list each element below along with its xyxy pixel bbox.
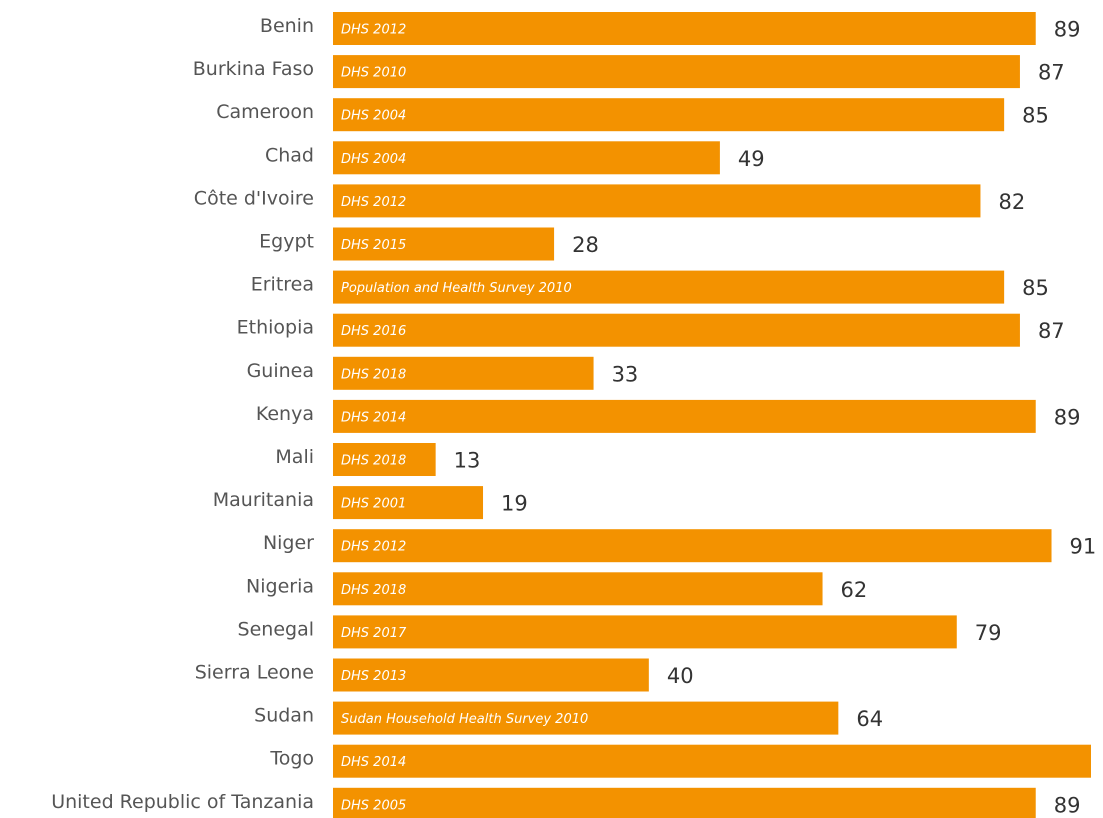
bar-row: Burkina Faso DHS 2010 87: [193, 55, 1065, 89]
survey-source-label: DHS 2018: [341, 454, 406, 469]
survey-source-label: DHS 2004: [341, 109, 406, 124]
survey-source-label: DHS 2012: [341, 23, 406, 38]
country-label: Mauritania: [213, 489, 314, 511]
value-label: 89: [1054, 18, 1081, 42]
bar-row: Eritrea Population and Health Survey 2010…: [251, 270, 1049, 304]
bar-row: Sierra Leone DHS 2013 40: [195, 658, 694, 692]
survey-source-label: DHS 2004: [341, 152, 406, 167]
value-label: 19: [501, 492, 528, 516]
bar: [333, 615, 957, 649]
bar: [333, 227, 555, 261]
bar-row: Mauritania DHS 2001 19: [213, 486, 528, 520]
bar-row: Sudan Sudan Household Health Survey 2010 6…: [254, 701, 883, 735]
country-label: Ethiopia: [237, 317, 314, 339]
bar-row: Guinea DHS 2018 33: [247, 356, 639, 390]
value-label: 87: [1038, 61, 1065, 85]
country-label: Mali: [275, 446, 314, 468]
country-label: Togo: [269, 748, 314, 770]
bar: [333, 486, 484, 520]
bar-row: Egypt DHS 2015 28: [259, 227, 599, 261]
bar-row: Ethiopia DHS 2016 87: [237, 313, 1065, 347]
country-label: Benin: [260, 15, 314, 37]
country-label: Côte d'Ivoire: [194, 187, 314, 209]
bar: [333, 529, 1052, 563]
bars-layer: Benin DHS 2012 89 Burkina Faso DHS 2010 87 Cam…: [51, 12, 1097, 818]
value-label: 89: [1054, 405, 1081, 429]
survey-source-label: Sudan Household Health Survey 2010: [341, 712, 588, 727]
survey-source-label: DHS 2012: [341, 195, 406, 210]
country-label: Senegal: [238, 618, 314, 640]
country-label: Nigeria: [246, 575, 314, 597]
survey-source-label: DHS 2005: [341, 798, 406, 813]
value-label: 82: [998, 190, 1025, 214]
country-label: Burkina Faso: [193, 58, 314, 80]
bar-row: Chad DHS 2004 49: [265, 141, 765, 175]
bar: [333, 141, 720, 175]
survey-source-label: DHS 2013: [341, 669, 406, 684]
survey-source-label: DHS 2010: [341, 66, 406, 81]
value-label: 62: [841, 578, 868, 602]
bar-row: Mali DHS 2018 13: [275, 443, 480, 476]
bar: [333, 55, 1020, 89]
value-label: 33: [612, 362, 639, 386]
country-label: Cameroon: [216, 101, 314, 123]
value-label: 28: [572, 233, 599, 257]
bar-row: Côte d'Ivoire DHS 2012 82: [194, 184, 1025, 218]
country-label: Sudan: [254, 705, 314, 727]
value-label: 49: [738, 147, 765, 171]
survey-source-label: DHS 2014: [341, 755, 406, 770]
survey-source-label: Population and Health Survey 2010: [341, 281, 572, 296]
bar: [333, 658, 649, 692]
value-label: 13: [454, 449, 481, 473]
country-label: United Republic of Tanzania: [51, 791, 314, 813]
survey-source-label: DHS 2014: [341, 410, 406, 425]
bar-row: United Republic of Tanzania DHS 2005 89: [51, 787, 1081, 818]
value-label: 64: [856, 707, 883, 731]
survey-source-label: DHS 2018: [341, 367, 406, 382]
bar: [333, 313, 1020, 347]
bar: [333, 744, 1091, 778]
bar: [333, 270, 1005, 304]
country-label: Sierra Leone: [195, 662, 314, 684]
bar: [333, 98, 1005, 132]
bar-row: Benin DHS 2012 89: [260, 12, 1081, 45]
bar: [333, 184, 981, 218]
bar-row: Kenya DHS 2014 89: [256, 399, 1081, 433]
survey-source-label: DHS 2017: [341, 626, 407, 641]
country-label: Eritrea: [251, 274, 314, 296]
country-label: Egypt: [259, 231, 314, 253]
survey-source-label: DHS 2015: [341, 238, 406, 253]
survey-source-label: DHS 2001: [341, 497, 406, 512]
bar: [333, 787, 1036, 818]
bar: [333, 356, 594, 390]
value-label: 40: [667, 664, 694, 688]
bar: [333, 572, 823, 606]
bar: [333, 12, 1036, 45]
survey-source-label: DHS 2016: [341, 324, 406, 339]
value-label: 85: [1022, 276, 1049, 300]
value-label: 89: [1054, 793, 1081, 817]
bar-row: Cameroon DHS 2004 85: [216, 98, 1049, 132]
value-label: 79: [975, 621, 1002, 645]
bar-row: Niger DHS 2012 91: [263, 529, 1097, 563]
country-label: Kenya: [256, 403, 314, 425]
bar: [333, 443, 436, 476]
survey-source-label: DHS 2018: [341, 583, 406, 598]
country-label: Niger: [263, 532, 314, 554]
bar-row: Nigeria DHS 2018 62: [246, 572, 868, 606]
country-label: Guinea: [247, 360, 314, 382]
value-label: 87: [1038, 319, 1065, 343]
bar: [333, 701, 839, 735]
bar-row: Senegal DHS 2017 79: [238, 615, 1002, 649]
survey-source-label: DHS 2012: [341, 540, 406, 555]
value-label: 91: [1070, 535, 1097, 559]
country-label: Chad: [265, 144, 314, 166]
bar: [333, 399, 1036, 433]
value-label: 85: [1022, 104, 1049, 128]
